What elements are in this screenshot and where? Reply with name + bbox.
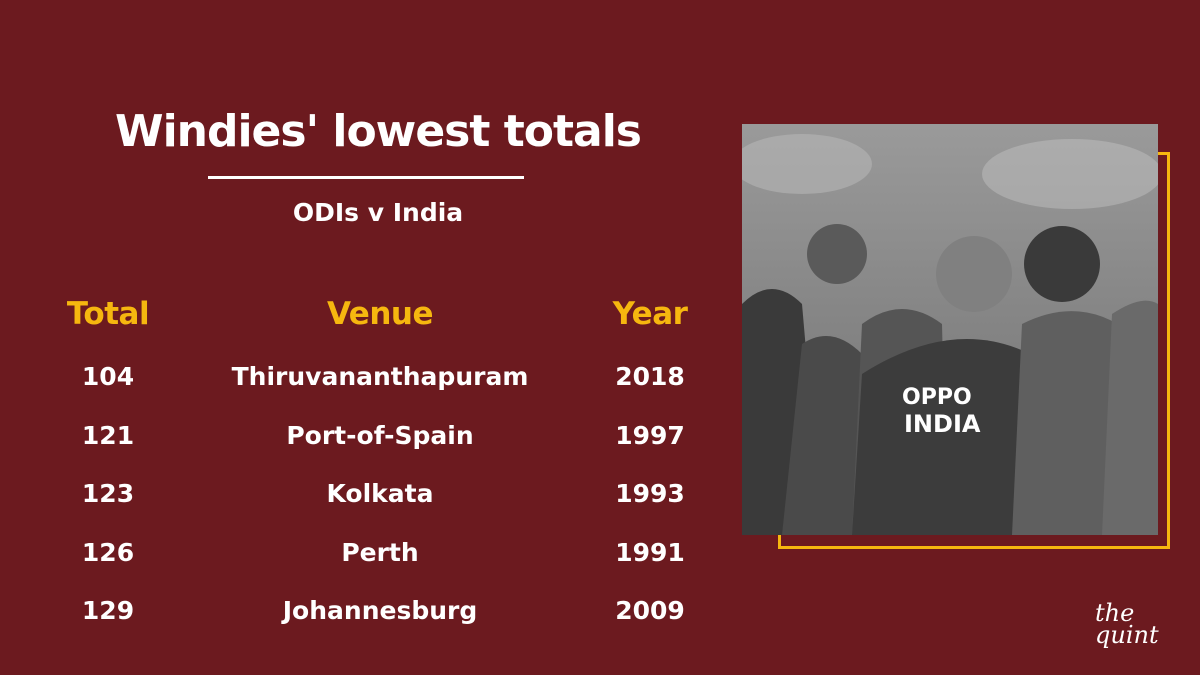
- table-cell: 2018: [615, 362, 685, 391]
- table-cell: Thiruvananthapuram: [231, 362, 529, 391]
- table-cell: 123: [81, 479, 135, 508]
- subtitle: ODIs v India: [292, 198, 464, 227]
- table-cell: 129: [81, 596, 135, 625]
- logo-text: the: [1095, 599, 1135, 627]
- table-cell: Perth: [341, 537, 419, 567]
- photo: OPPO INDIA: [742, 124, 1158, 535]
- title: Windies' lowest totals: [115, 106, 642, 157]
- logo: the quint: [1095, 599, 1159, 649]
- divider: [208, 176, 524, 179]
- table-cell: 1993: [615, 479, 685, 508]
- svg-text:OPPO: OPPO: [902, 385, 972, 410]
- table-cell: 104: [81, 362, 135, 391]
- table-cell: Johannesburg: [282, 596, 478, 625]
- column-header: Year: [612, 296, 688, 332]
- logo-text: quint: [1095, 621, 1159, 649]
- table-cell: Port-of-Spain: [286, 420, 474, 450]
- table-cell: 1991: [615, 537, 685, 567]
- table-cell: 126: [81, 537, 135, 567]
- column-header: Venue: [327, 296, 434, 332]
- table-cell: 121: [81, 420, 135, 450]
- table-cell: Kolkata: [326, 479, 434, 508]
- column-header: Total: [66, 296, 150, 332]
- svg-text:INDIA: INDIA: [904, 410, 981, 438]
- table-cell: 1997: [615, 420, 685, 450]
- table-cell: 2009: [615, 596, 685, 625]
